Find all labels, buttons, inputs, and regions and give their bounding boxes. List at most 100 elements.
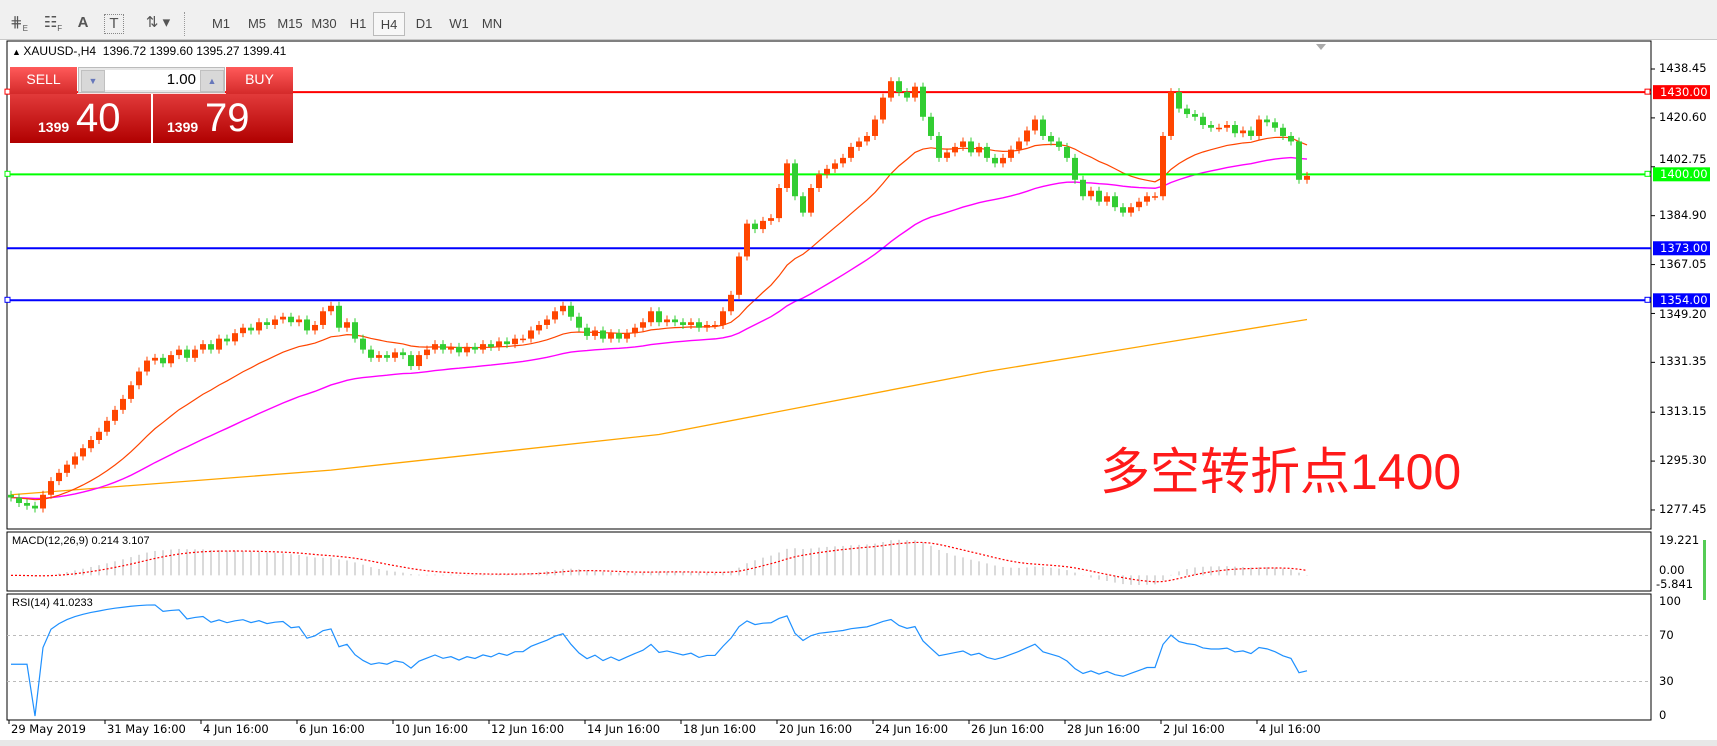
lot-decrease-button[interactable]: ▼ (81, 70, 105, 92)
candle-body (1080, 179, 1086, 197)
candle-body (168, 355, 174, 364)
lot-increase-button[interactable]: ▲ (200, 70, 224, 92)
candle-body (624, 333, 630, 339)
candle-body (600, 330, 606, 339)
timeframe-mn[interactable]: MN (481, 16, 503, 31)
level-handle (4, 170, 11, 177)
ohlc-values: 1396.72 1399.60 1395.27 1399.41 (102, 44, 287, 58)
time-axis-label: 26 Jun 16:00 (971, 722, 1045, 736)
candle-body (24, 502, 30, 506)
candle-body (320, 311, 326, 325)
candle-body (984, 146, 990, 158)
timeframe-m5[interactable]: M5 (247, 16, 267, 31)
candle-body (352, 322, 358, 339)
macd-signal-line (10, 541, 1308, 583)
price-axis-label: 1295.30 (1659, 453, 1707, 468)
candle-body (144, 360, 150, 372)
price-axis-label: 1384.90 (1659, 207, 1707, 222)
price-axis-label: 1331.35 (1659, 354, 1707, 369)
lot-input[interactable]: 1.00 (105, 70, 200, 90)
candle-body (664, 319, 670, 323)
candle-body (136, 371, 142, 386)
candle-body (912, 86, 918, 98)
candle-body (784, 163, 790, 189)
candle-body (640, 322, 646, 328)
candle-body (336, 305, 342, 328)
candle-body (64, 464, 70, 473)
candle-body (1160, 135, 1166, 197)
candle-body (104, 420, 110, 432)
lot-stepper: ▼ 1.00 ▲ (78, 67, 225, 93)
candle-body (496, 341, 502, 347)
timeframe-w1[interactable]: W1 (449, 16, 469, 31)
candle-body (1304, 175, 1310, 180)
candle-body (1064, 146, 1070, 158)
candle-body (1120, 207, 1126, 213)
text-icon[interactable]: A (77, 14, 89, 31)
candle-body (1240, 130, 1246, 134)
arrows-icon[interactable]: ⇅ ▾ (145, 14, 171, 31)
timeframe-h4[interactable]: H4 (373, 12, 405, 36)
candle-body (512, 338, 518, 345)
macd-axis-min: -5.841 (1656, 577, 1694, 591)
timeframe-m1[interactable]: M1 (211, 16, 231, 31)
level-price-tag (1653, 167, 1710, 182)
candle-body (728, 294, 734, 312)
candle-body (376, 355, 382, 358)
candle-body (464, 346, 470, 353)
expert-advisor-icon[interactable]: ⋕E (10, 14, 28, 33)
rsi-axis-label: 100 (1659, 594, 1681, 608)
candle-body (1272, 122, 1278, 128)
price-axis-label: 1438.45 (1659, 61, 1707, 75)
candle-body (768, 218, 774, 221)
candle-body (152, 357, 158, 361)
level-price-label: 1354.00 (1660, 292, 1708, 307)
candle-body (776, 188, 782, 219)
fibonacci-grid-icon[interactable]: ☷F (43, 14, 63, 33)
buy-price-button[interactable]: 1399 79 (153, 94, 293, 143)
rsi-label: RSI(14) 41.0233 (12, 597, 93, 609)
candle-body (1040, 119, 1046, 136)
chart-toolbar: ⋕E ☷F A T ⇅ ▾ M1 M5 M15 M30 H1 H4 D1 W1 MN (0, 8, 1717, 40)
bottom-tabs-strip (0, 740, 1717, 746)
timeframe-m30[interactable]: M30 (311, 16, 337, 31)
candle-body (656, 311, 662, 323)
candle-body (560, 305, 566, 312)
buy-button[interactable]: BUY (226, 67, 293, 95)
candle-body (448, 346, 454, 350)
sell-price-button[interactable]: 1399 40 (10, 94, 151, 143)
candle-body (384, 355, 390, 358)
sell-button[interactable]: SELL (10, 67, 77, 95)
level-handle (1644, 88, 1651, 95)
level-price-label: 1373.00 (1660, 240, 1708, 255)
timeframe-h1[interactable]: H1 (349, 16, 367, 31)
candle-body (160, 357, 166, 364)
scroll-indicator (1703, 540, 1706, 600)
timeframe-m15[interactable]: M15 (277, 16, 303, 31)
time-axis-label: 4 Jul 16:00 (1259, 722, 1321, 736)
candle-body (232, 333, 238, 342)
candle-body (1024, 130, 1030, 142)
level-price-tag (1653, 85, 1710, 100)
candle-body (1088, 190, 1094, 197)
time-axis-label: 4 Jun 16:00 (203, 722, 269, 736)
candle-body (408, 355, 414, 367)
candle-body (632, 327, 638, 334)
candle-body (312, 324, 318, 331)
candle-body (688, 322, 694, 325)
collapse-triangle-icon[interactable]: ▲ (12, 47, 24, 57)
candle-body (552, 311, 558, 320)
text-label-icon[interactable]: T (104, 14, 124, 34)
chart-annotation-text: 多空转折点1400 (1100, 444, 1462, 500)
candle-body (1216, 127, 1222, 130)
symbol-label: XAUUSD-,H4 (23, 44, 97, 58)
candle-body (720, 311, 726, 325)
ma-long-line (10, 318, 1308, 496)
candle-body (216, 338, 222, 350)
candle-body (1168, 92, 1174, 136)
timeframe-d1[interactable]: D1 (415, 16, 433, 31)
candle-body (1224, 125, 1230, 128)
candle-body (816, 174, 822, 189)
candle-body (1208, 125, 1214, 128)
candle-body (1128, 207, 1134, 213)
